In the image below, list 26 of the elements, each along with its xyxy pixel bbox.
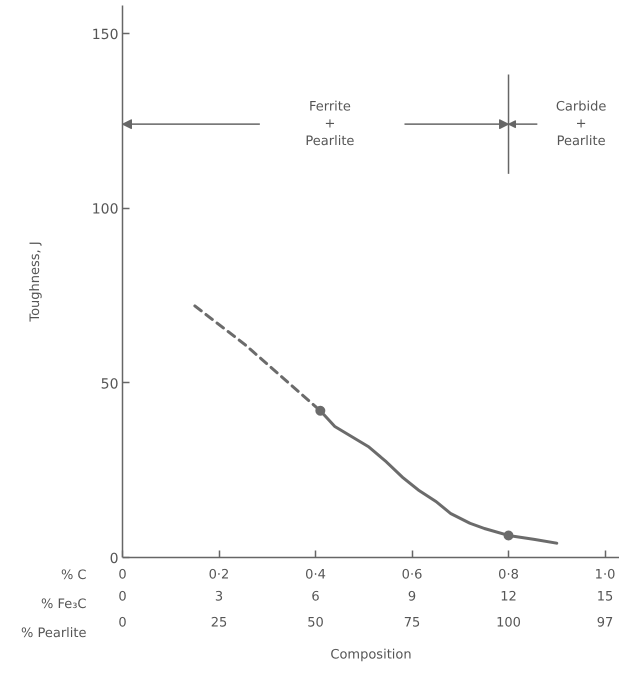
text: 25 — [210, 616, 228, 630]
text: 0·2 — [208, 568, 230, 582]
y-axis-title: Toughness, J — [28, 241, 43, 323]
x-tick-label: 15 — [596, 590, 614, 604]
text: 97 — [596, 616, 614, 630]
y-tick-label: 100 — [92, 202, 119, 218]
annotation: Carbide + Pearlite — [556, 99, 606, 149]
x-tick-label: 12 — [500, 590, 517, 604]
text: 50 — [307, 616, 324, 630]
text: % Pearlite — [21, 626, 87, 641]
text: 0·4 — [305, 568, 326, 582]
text: 100 — [496, 616, 521, 630]
x-tick-label: 9 — [408, 590, 416, 604]
text: % Fe₃C — [40, 597, 87, 612]
text: 0·6 — [402, 568, 422, 582]
y-tick-label: 0 — [110, 551, 119, 567]
annotation: Ferrite + Pearlite — [305, 99, 354, 149]
x-axis-title: Composition — [330, 648, 412, 662]
text: 0·8 — [498, 568, 519, 582]
x-tick-label: 6 — [311, 590, 320, 604]
y-tick-label: 150 — [92, 26, 119, 43]
text: 1·0 — [594, 568, 616, 582]
text: 75 — [404, 616, 420, 630]
x-tick-label: 3 — [214, 590, 224, 604]
text: % C — [60, 568, 86, 583]
y-tick-label: 50 — [100, 376, 119, 392]
